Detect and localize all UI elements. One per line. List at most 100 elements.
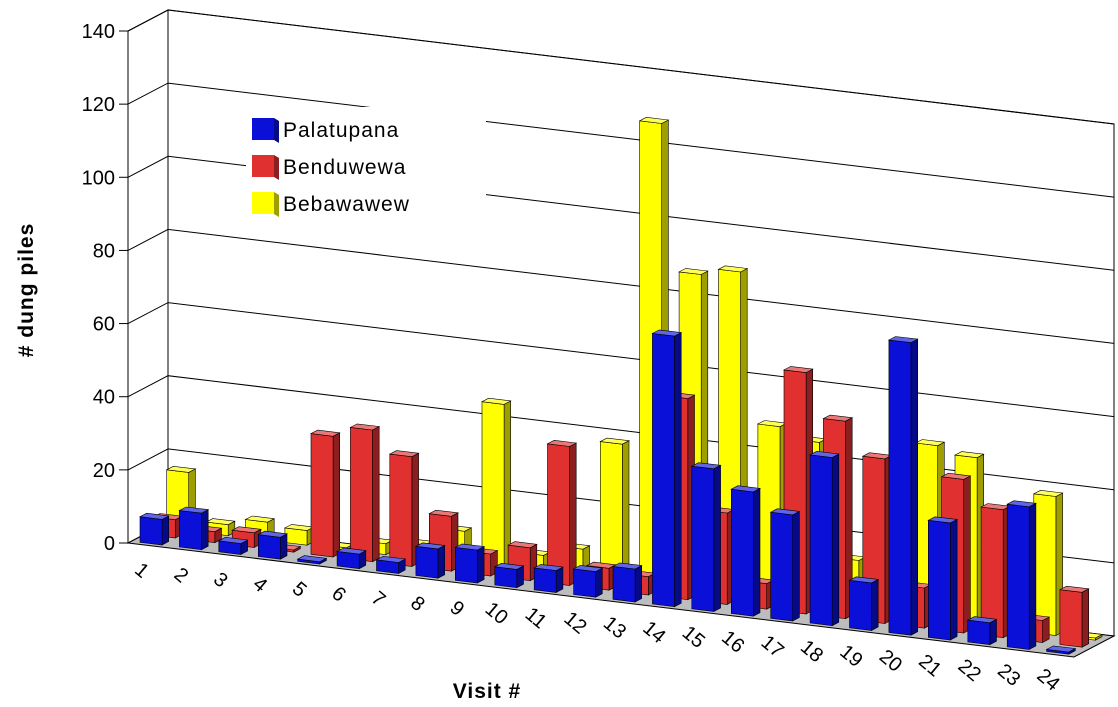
bar-top-face	[914, 439, 946, 447]
bar	[1032, 489, 1064, 636]
x-tick-label: 21	[914, 650, 945, 681]
bar-front-face	[389, 453, 413, 567]
bar-top-face	[454, 543, 486, 551]
y-tick-label: 120	[82, 94, 115, 116]
bar-top-face	[414, 542, 446, 550]
bar	[388, 450, 420, 567]
bar-top-face	[966, 616, 998, 624]
y-tick-label: 140	[82, 21, 115, 43]
bar-side-face	[674, 332, 682, 608]
bar	[599, 437, 631, 584]
bar-front-face	[809, 454, 833, 627]
bar-front-face	[415, 545, 439, 579]
bar-top-face	[507, 541, 538, 549]
bar-side-face	[950, 518, 958, 641]
bar	[257, 530, 288, 560]
bar-side-face	[1028, 502, 1037, 650]
x-tick-label: 22	[954, 655, 985, 686]
bar-side-face	[372, 426, 380, 563]
legend-label: Palatupana	[283, 119, 399, 142]
x-tick-label: 23	[993, 660, 1024, 691]
bar-front-face	[927, 519, 951, 641]
bar-side-face	[161, 515, 169, 546]
bar-top-face	[678, 268, 709, 275]
bar	[375, 555, 407, 574]
bar	[217, 536, 249, 555]
bar	[980, 503, 1011, 639]
legend-swatch	[252, 155, 279, 180]
bar-top-face	[1058, 585, 1090, 593]
bar-top-face	[336, 547, 367, 555]
x-tick-label: 18	[796, 636, 827, 667]
bar-top-face	[205, 518, 236, 526]
x-tick-label: 13	[599, 612, 630, 643]
bar-top-face	[428, 509, 460, 517]
bar	[533, 564, 564, 593]
bar-side-face	[595, 567, 603, 598]
y-tick-label: 20	[93, 460, 115, 482]
bar-top-face	[546, 439, 578, 447]
bar-top-face	[533, 564, 564, 571]
bar	[1006, 500, 1037, 650]
legend-swatch	[252, 192, 279, 217]
x-tick-label: 8	[406, 592, 429, 616]
bar-top-face	[257, 530, 288, 538]
bar	[139, 512, 170, 546]
x-tick-label: 15	[678, 622, 709, 653]
bar-top-face	[493, 562, 525, 570]
bar-top-face	[690, 462, 722, 470]
y-tick-label: 0	[104, 533, 115, 555]
x-tick-label: 16	[717, 626, 748, 657]
bar-front-face	[652, 333, 675, 608]
y-tick-label: 100	[82, 167, 115, 189]
bar-side-face	[831, 453, 840, 627]
bar-top-face	[769, 508, 801, 516]
bar-top-face	[783, 366, 814, 373]
bar	[966, 616, 998, 646]
x-tick-label: 24	[1033, 664, 1064, 695]
bar-side-face	[963, 475, 971, 634]
y-axis-ticks: 0 20 40 60 80 100 120 140	[82, 21, 128, 555]
bar-side-face	[871, 578, 879, 631]
legend-label: Bebawawew	[283, 193, 410, 216]
bar-top-face	[375, 555, 407, 563]
bar	[730, 485, 761, 617]
x-tick-label: 14	[638, 617, 669, 648]
bar	[1045, 645, 1077, 655]
bar-front-face	[310, 433, 334, 558]
bar	[178, 506, 210, 551]
bar-top-face	[244, 515, 276, 523]
bar-top-face	[599, 437, 631, 445]
gridline	[127, 155, 1115, 271]
bar	[283, 524, 315, 546]
bar-front-face	[533, 567, 557, 593]
bar	[651, 329, 683, 608]
bar	[310, 429, 341, 558]
y-tick-label: 40	[93, 387, 115, 409]
bar-top-face	[178, 506, 210, 514]
x-tick-label: 6	[327, 583, 350, 607]
bar-front-face	[849, 579, 872, 631]
bar	[493, 562, 525, 589]
bar-top-face	[1045, 645, 1077, 653]
bar-top-face	[730, 485, 761, 493]
bar-front-face	[350, 427, 373, 563]
bar-top-face	[887, 336, 919, 343]
legend-background	[246, 107, 486, 229]
bar-side-face	[201, 509, 209, 551]
bar-side-face	[621, 440, 630, 584]
bar-top-face	[349, 423, 381, 431]
bar-side-face	[437, 544, 446, 579]
bar-side-face	[477, 546, 485, 584]
bar-front-face	[179, 510, 202, 551]
bar	[454, 543, 486, 584]
bar-front-face	[770, 511, 794, 622]
legend: Palatupana Benduwewa Bebawawew	[246, 107, 486, 229]
x-tick-label: 7	[367, 587, 390, 611]
bar-side-face	[1042, 616, 1050, 643]
bar-top-face	[822, 414, 854, 422]
bar-top-face	[296, 555, 328, 563]
left-wall	[127, 9, 169, 544]
bar-top-face	[572, 565, 604, 572]
bar	[336, 547, 367, 570]
